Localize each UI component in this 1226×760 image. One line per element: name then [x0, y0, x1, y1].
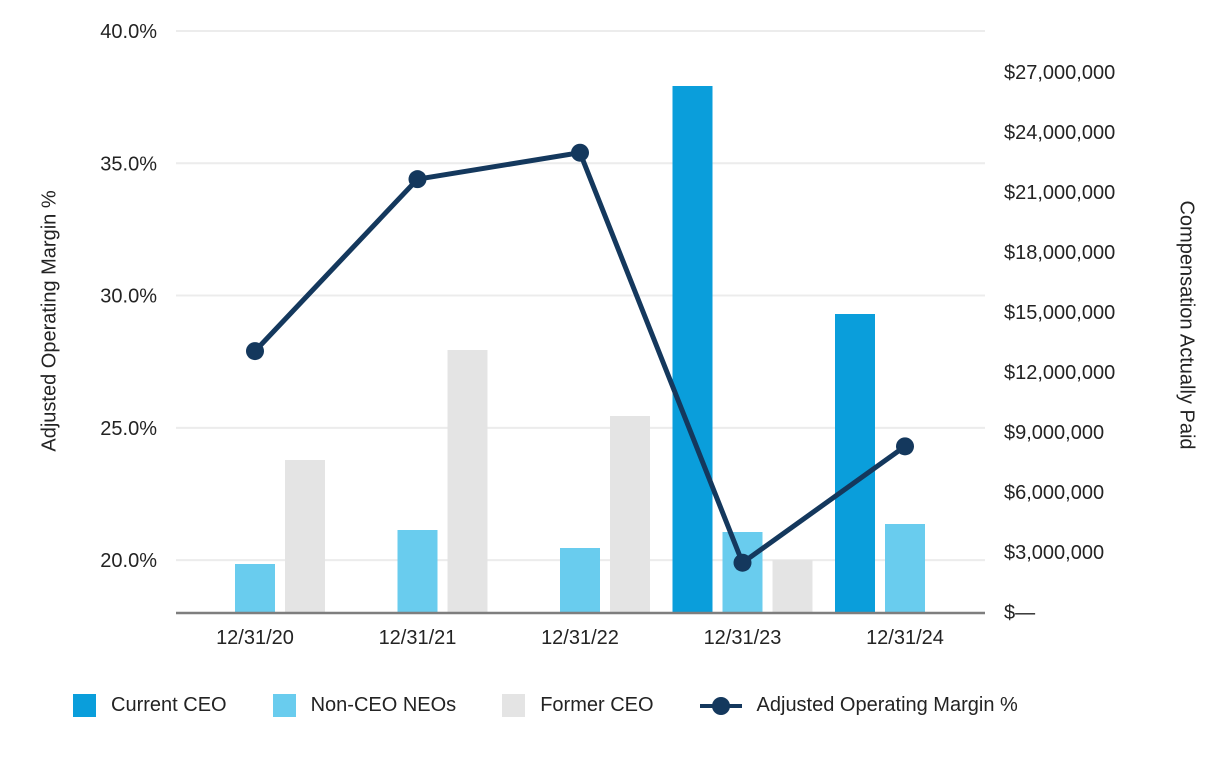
- bar-former-ceo-12-31-23: [772, 560, 813, 613]
- left-axis-title: Adjusted Operating Margin %: [38, 190, 61, 452]
- x-axis-label-12-31-22: 12/31/22: [541, 627, 619, 649]
- right-axis-tick: $—: [1004, 602, 1035, 624]
- margin-point-12-31-22: [571, 143, 589, 162]
- left-axis-tick: 25.0%: [100, 418, 157, 440]
- right-axis-tick: $12,000,000: [1004, 362, 1115, 384]
- x-axis-label-12-31-21: 12/31/21: [379, 627, 457, 649]
- legend-label: Adjusted Operating Margin %: [756, 694, 1018, 716]
- left-axis-tick: 40.0%: [100, 21, 157, 43]
- line-marker-dot-icon: [711, 696, 730, 715]
- margin-point-12-31-21: [408, 170, 427, 189]
- bar-non-ceo-neos-12-31-22: [560, 548, 600, 613]
- legend-item-non-ceo-neos: Non-CEO NEOs: [272, 694, 457, 717]
- legend: Current CEO Non-CEO NEOs Former CEO Adju…: [73, 694, 1018, 717]
- left-axis-tick: 30.0%: [100, 286, 157, 308]
- legend-item-current-ceo: Current CEO: [73, 694, 227, 717]
- right-axis-title: Compensation Actually Paid: [1175, 200, 1198, 450]
- legend-label: Non-CEO NEOs: [310, 694, 457, 716]
- x-axis-label-12-31-24: 12/31/24: [866, 627, 944, 649]
- bar-former-ceo-12-31-22: [610, 416, 650, 613]
- bar-current-ceo-12-31-24: [835, 314, 875, 613]
- right-axis-tick: $9,000,000: [1004, 422, 1104, 444]
- left-axis-tick: 35.0%: [100, 153, 157, 175]
- non-ceo-neos-swatch-icon: [272, 694, 296, 717]
- bar-former-ceo-12-31-20: [285, 460, 325, 613]
- legend-label: Former CEO: [540, 694, 654, 716]
- legend-item-former-ceo: Former CEO: [502, 694, 654, 717]
- right-axis-tick: $15,000,000: [1004, 302, 1115, 324]
- combo-chart: 40.0% 35.0% 30.0% 25.0% 20.0% $27,000,000 $24,…: [100, 21, 1115, 649]
- margin-point-12-31-24: [896, 437, 914, 456]
- right-axis-tick: $21,000,000: [1004, 182, 1115, 204]
- bar-former-ceo-12-31-21: [447, 350, 488, 613]
- bar-non-ceo-neos-12-31-23: [722, 532, 763, 613]
- right-axis-tick: $24,000,000: [1004, 122, 1115, 144]
- left-axis-tick: 20.0%: [100, 550, 157, 572]
- x-axis-label-12-31-20: 12/31/20: [216, 627, 294, 649]
- margin-line: [253, 149, 907, 567]
- line-marker-icon: [699, 696, 742, 715]
- right-axis-tick: $3,000,000: [1004, 542, 1104, 564]
- legend-item-adjusted-operating-margin: Adjusted Operating Margin %: [699, 694, 1018, 717]
- bar-non-ceo-neos-12-31-21: [397, 530, 438, 613]
- bar-non-ceo-neos-12-31-20: [235, 564, 275, 613]
- x-axis-label-12-31-23: 12/31/23: [704, 627, 782, 649]
- right-axis-tick: $6,000,000: [1004, 482, 1104, 504]
- right-axis-tick: $18,000,000: [1004, 242, 1115, 264]
- current-ceo-swatch-icon: [73, 694, 96, 717]
- bar-non-ceo-neos-12-31-24: [885, 524, 925, 613]
- right-axis-tick: $27,000,000: [1004, 62, 1115, 84]
- bar-current-ceo-12-31-23: [672, 86, 713, 613]
- margin-point-12-31-20: [246, 342, 264, 361]
- legend-label: Current CEO: [111, 694, 227, 716]
- former-ceo-swatch-icon: [502, 694, 526, 717]
- margin-point-12-31-23: [733, 553, 752, 572]
